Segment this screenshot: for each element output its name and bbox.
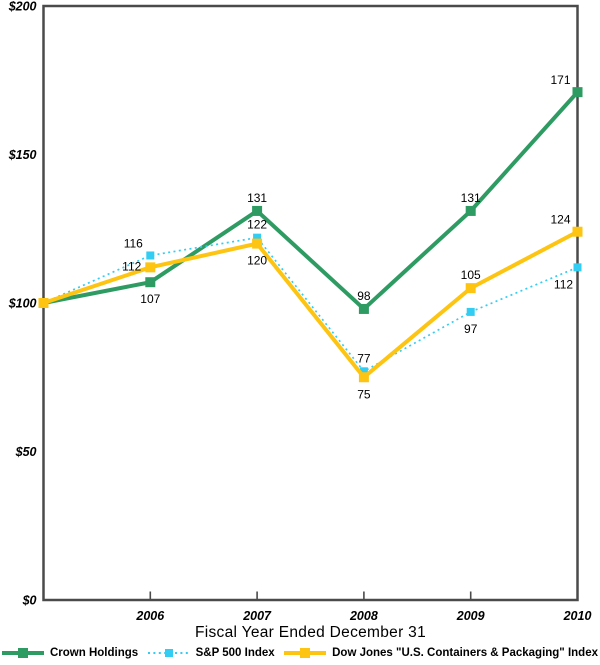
data-point-label: 116 [124, 236, 143, 250]
data-point-label: 131 [247, 191, 267, 205]
x-tick-label: 2009 [456, 609, 485, 622]
legend-label-crown-holdings: Crown Holdings [50, 647, 139, 659]
legend-label-sp500: S&P 500 Index [195, 647, 275, 659]
data-point-marker [465, 205, 476, 216]
data-point-marker [359, 367, 368, 376]
legend-swatch-crown-holdings [2, 648, 44, 658]
data-point-label: 75 [357, 387, 371, 401]
data-point-label: 112 [554, 277, 573, 291]
y-tick-label: $50 [15, 445, 37, 459]
data-point-label: 98 [357, 289, 371, 303]
series-line-2 [42, 229, 579, 381]
data-point-marker [38, 298, 49, 308]
series-line-0 [43, 90, 579, 312]
legend-item-crown-holdings: Crown Holdings [1, 647, 138, 659]
data-point-marker [358, 372, 369, 383]
performance-line-chart: $0 $50 $100 $150 $200 2006 2007 2008 2009 2010 107… [8, 0, 592, 622]
data-point-label: 120 [247, 254, 267, 268]
data-point-marker [572, 226, 583, 237]
plot-border [42, 4, 579, 602]
data-point-label: 171 [550, 73, 570, 87]
y-tick-label: $100 [8, 297, 37, 311]
data-point-label: 77 [357, 351, 371, 365]
x-tick-label: 2008 [349, 609, 378, 622]
x-tick-label: 2006 [135, 609, 165, 622]
legend-swatch-dow-jones-containers [284, 648, 327, 658]
x-axis-title: Fiscal Year Ended December 31 [195, 624, 426, 641]
legend-marker-sample [300, 648, 311, 658]
legend: Crown Holdings S&P 500 Index Dow Jones "… [1, 645, 598, 661]
data-point-label: 131 [461, 191, 481, 205]
data-point-marker [358, 303, 369, 314]
x-tick-label: 2007 [242, 609, 272, 622]
data-point-marker [466, 307, 475, 316]
y-tick-label: $150 [8, 148, 37, 162]
data-point-marker [465, 283, 476, 294]
legend-marker-sample [164, 649, 173, 657]
data-point-marker [252, 205, 263, 216]
y-tick-label: $200 [8, 0, 37, 14]
data-point-marker [145, 277, 156, 288]
data-point-marker [253, 233, 262, 242]
data-point-label: 105 [461, 268, 481, 282]
data-point-label: 97 [464, 322, 478, 336]
legend-marker-sample [18, 648, 28, 658]
data-point-label: 122 [247, 218, 267, 232]
legend-swatch-sp500 [147, 649, 190, 657]
data-point-label: 112 [122, 259, 141, 273]
data-point-marker [146, 251, 155, 260]
data-point-marker [252, 238, 263, 249]
data-point-marker [572, 87, 583, 98]
data-point-marker [145, 262, 156, 273]
data-point-label: 107 [140, 292, 160, 306]
legend-item-sp500: S&P 500 Index [147, 647, 275, 659]
legend-label-dow-jones-containers: Dow Jones "U.S. Containers & Packaging" … [332, 647, 598, 659]
data-point-marker [573, 263, 582, 272]
legend-item-dow-jones-containers: Dow Jones "U.S. Containers & Packaging" … [283, 647, 598, 659]
series-line-1 [43, 236, 578, 373]
x-tick-label: 2010 [563, 609, 592, 622]
data-point-label: 124 [550, 213, 570, 227]
y-tick-label: $0 [22, 594, 37, 608]
